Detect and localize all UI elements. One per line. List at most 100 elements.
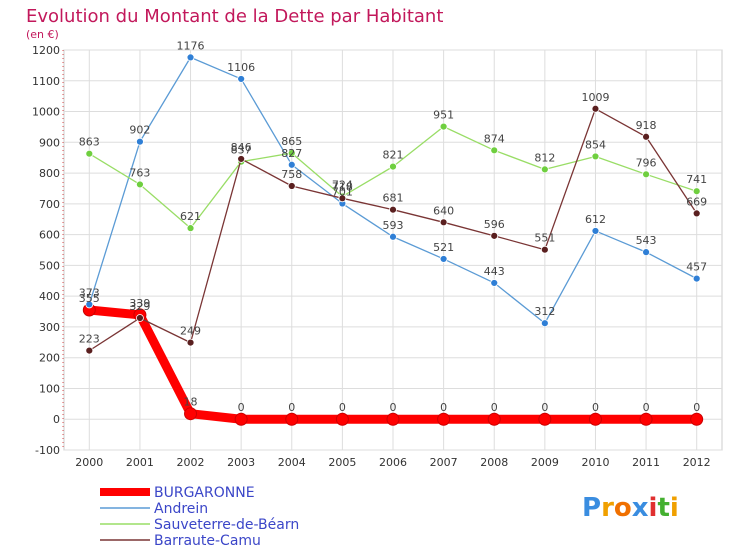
series-point-1 [287, 160, 296, 169]
series-point-3 [540, 245, 549, 254]
data-label-1: 543 [636, 234, 657, 247]
data-label-1: 1106 [227, 61, 255, 74]
data-label-3: 718 [332, 180, 353, 193]
legend-label-0: BURGARONNE [154, 485, 255, 501]
series-point-3 [338, 194, 347, 203]
series-point-2 [692, 187, 701, 196]
x-tick-label: 2008 [480, 456, 508, 469]
data-label-2: 854 [585, 138, 606, 151]
series-point-0 [639, 412, 653, 426]
data-label-0: 0 [288, 401, 295, 414]
data-label-1: 312 [534, 305, 555, 318]
series-point-2 [642, 170, 650, 179]
data-label-3: 1009 [581, 91, 609, 104]
y-tick-label: 700 [39, 198, 60, 211]
series-point-0 [386, 412, 400, 426]
y-tick-label: 600 [39, 229, 60, 242]
x-tick-label: 2001 [126, 456, 154, 469]
series-point-2 [85, 149, 94, 158]
data-label-0: 0 [339, 401, 346, 414]
legend-label-2: Sauveterre-de-Béarn [154, 517, 299, 533]
data-label-2: 763 [129, 166, 150, 179]
series-point-2 [591, 152, 600, 161]
chart-subtitle: (en €) [26, 28, 59, 41]
series-point-0 [487, 412, 501, 426]
logo-letter: P [582, 493, 601, 523]
x-tick-label: 2009 [531, 456, 559, 469]
data-label-1: 902 [129, 124, 150, 137]
x-tick-label: 2005 [328, 456, 356, 469]
series-point-2 [136, 180, 144, 189]
legend-label-3: Barraute-Camu [154, 533, 261, 549]
y-tick-label: 1200 [32, 44, 60, 57]
series-point-1 [540, 319, 549, 328]
data-label-0: 339 [129, 297, 150, 310]
series-point-1 [490, 279, 499, 287]
series-point-3 [136, 314, 144, 322]
series-point-2 [389, 162, 397, 171]
x-tick-label: 2000 [75, 456, 103, 469]
series-point-1 [237, 75, 246, 83]
series-point-0 [285, 412, 299, 426]
series-point-1 [85, 300, 94, 309]
series-point-2 [287, 149, 296, 157]
data-label-3: 223 [79, 333, 100, 346]
x-tick-label: 2004 [278, 456, 306, 469]
series-point-3 [642, 132, 650, 141]
plot-area: -100010020030040050060070080090010001100… [32, 39, 723, 469]
series-point-1 [591, 227, 600, 235]
y-tick-label: 800 [39, 167, 60, 180]
series-point-3 [439, 218, 448, 227]
data-label-1: 827 [281, 147, 302, 160]
series-point-1 [389, 232, 397, 241]
x-tick-label: 2010 [581, 456, 609, 469]
logo-letter: i [670, 493, 679, 523]
data-label-3: 249 [180, 325, 201, 338]
legend: BURGARONNEAndreinSauveterre-de-BéarnBarr… [100, 485, 299, 549]
data-label-2: 865 [281, 135, 302, 148]
data-label-1: 457 [686, 261, 707, 274]
data-label-1: 521 [433, 241, 454, 254]
series-point-1 [186, 53, 195, 62]
x-tick-label: 2006 [379, 456, 407, 469]
y-tick-label: 100 [39, 382, 60, 395]
series-point-0 [335, 412, 349, 426]
series-point-0 [184, 407, 198, 421]
data-label-3: 846 [231, 141, 252, 154]
series-point-3 [85, 346, 94, 355]
data-label-0: 0 [693, 401, 700, 414]
data-label-3: 758 [281, 168, 302, 181]
y-tick-label: 300 [39, 321, 60, 334]
data-label-0: 0 [390, 401, 397, 414]
logo-letter: x [632, 493, 649, 523]
series-point-0 [690, 412, 704, 426]
series-point-3 [490, 231, 499, 240]
logo-letter: r [601, 493, 614, 523]
y-tick-label: 400 [39, 290, 60, 303]
x-tick-label: 2007 [430, 456, 458, 469]
proxiti-logo: Proxiti [582, 493, 679, 523]
data-label-2: 741 [686, 173, 707, 186]
series-point-2 [490, 146, 499, 155]
data-label-3: 681 [383, 192, 404, 205]
data-label-2: 951 [433, 109, 454, 122]
y-tick-label: 500 [39, 259, 60, 272]
logo-letter: i [649, 493, 658, 523]
data-label-0: 18 [184, 396, 198, 409]
legend-label-1: Andrein [154, 501, 208, 517]
series-point-0 [437, 412, 451, 426]
data-label-3: 640 [433, 204, 454, 217]
data-label-0: 0 [440, 401, 447, 414]
data-label-1: 593 [383, 219, 404, 232]
data-label-2: 812 [534, 151, 555, 164]
data-label-0: 0 [592, 401, 599, 414]
data-label-0: 355 [79, 292, 100, 305]
y-tick-label: 200 [39, 352, 60, 365]
data-label-2: 837 [231, 144, 252, 157]
data-label-3: 669 [686, 195, 707, 208]
series-point-1 [136, 137, 144, 146]
data-label-2: 874 [484, 132, 505, 145]
logo-letter: o [614, 493, 632, 523]
series-point-1 [642, 248, 650, 257]
data-label-1: 1176 [177, 39, 205, 52]
